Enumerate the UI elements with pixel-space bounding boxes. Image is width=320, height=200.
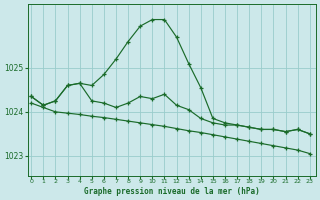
X-axis label: Graphe pression niveau de la mer (hPa): Graphe pression niveau de la mer (hPa) [84, 187, 260, 196]
